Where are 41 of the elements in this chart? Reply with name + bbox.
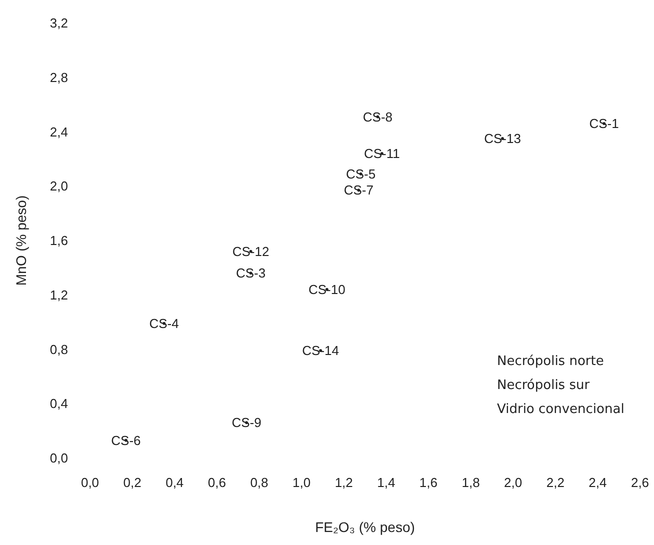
x-tick-label: 0,6 bbox=[208, 475, 226, 490]
x-tick-label: 2,2 bbox=[546, 475, 564, 490]
x-tick-label: 1,6 bbox=[419, 475, 438, 490]
y-tick-label: 3,2 bbox=[50, 16, 68, 30]
data-label: CS-8 bbox=[362, 109, 393, 124]
annotation: Necrópolis norte bbox=[497, 354, 604, 369]
y-tick-label: 0,0 bbox=[50, 450, 68, 466]
data-label: CS-4 bbox=[149, 316, 179, 331]
data-label: CS-14 bbox=[302, 343, 340, 358]
data-label: CS-6 bbox=[111, 432, 141, 448]
y-axis-title: MnO (% peso) bbox=[13, 195, 29, 286]
data-label: CS-7 bbox=[344, 182, 374, 198]
y-tick-label: 1,6 bbox=[50, 233, 68, 248]
x-tick-label: 0,8 bbox=[250, 475, 268, 490]
y-tick-label: 2,0 bbox=[50, 178, 68, 194]
x-tick-label: 1,0 bbox=[292, 475, 311, 490]
y-tick-label: 2,4 bbox=[50, 124, 68, 140]
x-axis-title: FE₂O₃ (% peso) bbox=[315, 519, 415, 535]
data-label: CS-12 bbox=[232, 244, 270, 259]
x-tick-label: 0,4 bbox=[166, 475, 184, 490]
annotation: Vidrio convencional bbox=[497, 402, 624, 417]
data-label: CS-9 bbox=[232, 415, 262, 430]
data-label: CS-1 bbox=[589, 116, 619, 132]
x-tick-label: 0,2 bbox=[123, 475, 142, 490]
y-tick-label: 0,8 bbox=[50, 342, 68, 357]
x-tick-label: 0,0 bbox=[80, 475, 100, 490]
y-tick-label: 0,4 bbox=[50, 396, 68, 412]
x-tick-label: 1,4 bbox=[377, 475, 396, 490]
x-tick-label: 1,2 bbox=[334, 475, 353, 490]
x-tick-label: 1,8 bbox=[462, 475, 480, 490]
y-tick-label: 2,8 bbox=[50, 70, 68, 85]
x-tick-label: 2,0 bbox=[504, 475, 522, 490]
data-label: CS-3 bbox=[236, 266, 266, 281]
data-label: CS-10 bbox=[308, 282, 346, 297]
annotation: Necrópolis sur bbox=[497, 378, 590, 393]
data-label: CS-5 bbox=[346, 166, 376, 182]
x-tick-label: 2,6 bbox=[630, 475, 650, 490]
y-tick-label: 1,2 bbox=[50, 287, 68, 302]
data-label: CS-11 bbox=[364, 146, 400, 161]
data-label: CS-13 bbox=[484, 131, 521, 146]
x-tick-label: 2,4 bbox=[588, 475, 607, 490]
